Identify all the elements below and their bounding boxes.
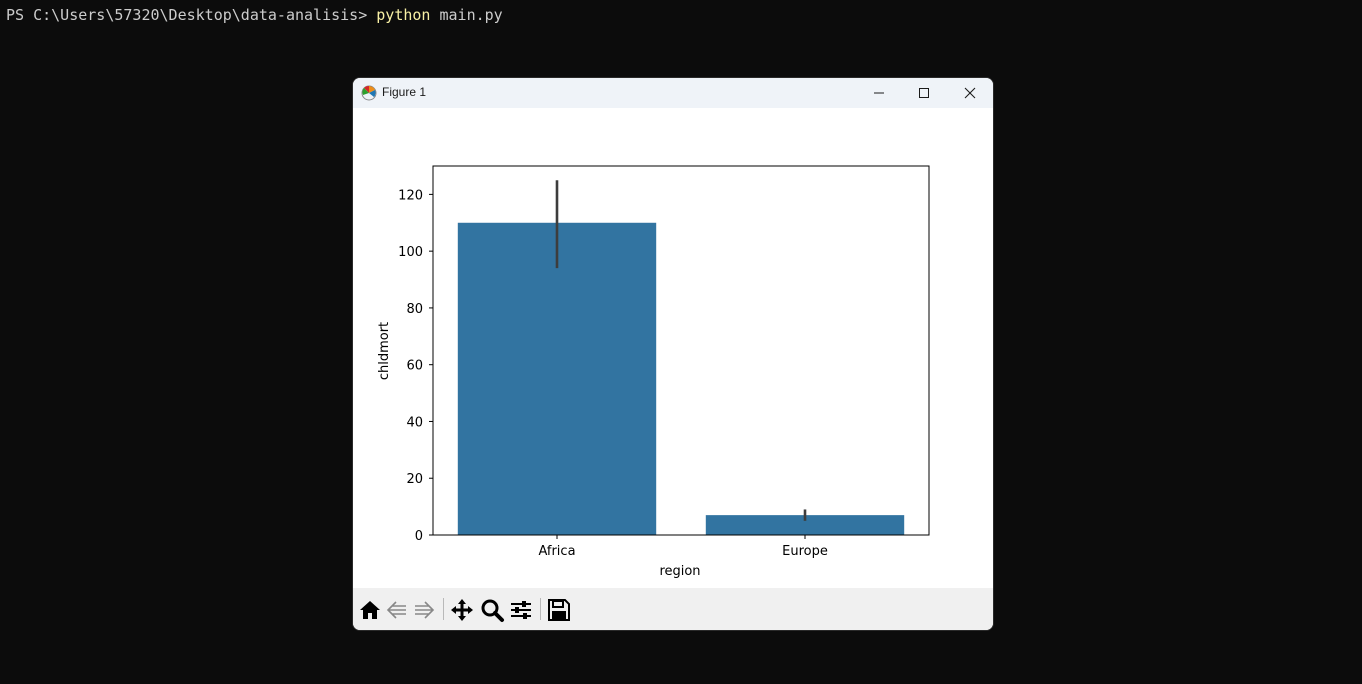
bar-europe [705,515,905,535]
pan-button[interactable] [449,597,475,623]
zoom-button[interactable] [479,597,505,623]
figure-window: Figure 1 0 20 40 60 80 100 120 Africa Europe re… [353,78,993,630]
axes-frame [432,165,930,536]
y-axis-label: chldmort [377,322,392,380]
y-tick-label: 100 [398,245,423,260]
terminal-prompt: PS C:\Users\57320\Desktop\data-analisis> [6,6,377,24]
bar-africa [457,222,657,535]
maximize-button[interactable] [901,78,947,108]
x-tick-label: Africa [538,544,575,559]
configure-subplots-button[interactable] [508,597,534,623]
minimize-icon [874,92,884,94]
close-button[interactable] [947,78,993,108]
window-title: Figure 1 [382,85,427,99]
forward-button[interactable] [411,597,437,623]
back-arrow-icon [386,601,406,619]
back-button[interactable] [384,597,410,623]
configure-subplots-icon [511,601,531,619]
pan-icon [451,599,473,621]
y-tick-label: 60 [406,359,423,374]
matplotlib-logo-icon [360,84,378,102]
save-icon [548,599,570,621]
navigation-toolbar [353,588,993,630]
maximize-icon [919,88,929,98]
y-tick-label: 120 [398,188,423,203]
y-tick-label: 40 [406,415,423,430]
x-axis-label: region [659,564,700,579]
zoom-icon [481,599,504,622]
save-button[interactable] [546,597,572,623]
x-tick-label: Europe [782,544,828,559]
window-titlebar[interactable]: Figure 1 [353,78,993,108]
forward-arrow-icon [415,601,435,619]
y-tick-label: 20 [406,472,423,487]
y-tick-label: 0 [415,529,423,544]
terminal-argument: main.py [430,6,503,24]
terminal-command-line: PS C:\Users\57320\Desktop\data-analisis>… [6,5,503,25]
minimize-button[interactable] [856,78,902,108]
toolbar-separator [540,598,541,620]
y-tick-label: 80 [406,302,423,317]
terminal-command: python [376,6,431,24]
home-icon [360,601,380,619]
home-button[interactable] [357,597,383,623]
plot-canvas[interactable]: 0 20 40 60 80 100 120 Africa Europe region chld… [353,108,993,588]
close-icon [964,87,976,99]
toolbar-separator [443,598,444,620]
bar-chart: 0 20 40 60 80 100 120 Africa Europe region chld… [377,165,930,579]
